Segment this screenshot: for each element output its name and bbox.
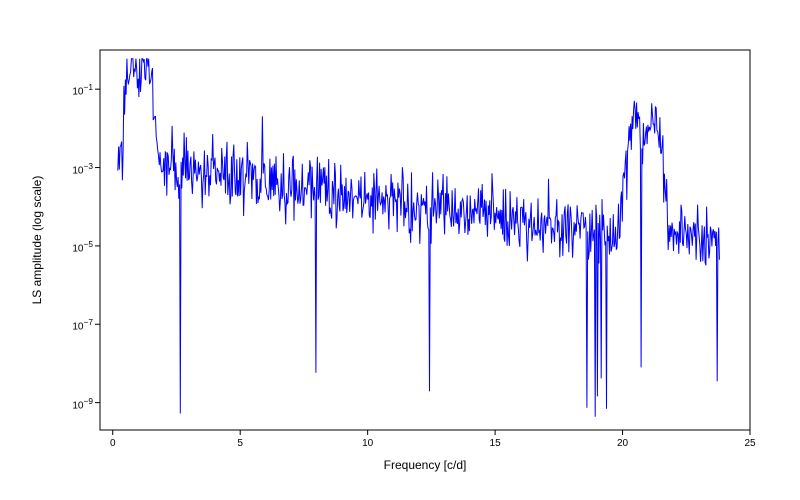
x-tick-label: 5: [225, 438, 255, 449]
x-axis-label: Frequency [c/d]: [365, 458, 485, 472]
y-tick-label: 10−5: [45, 239, 93, 254]
y-tick-label: 10−9: [45, 396, 93, 411]
periodogram-chart: Frequency [c/d] LS amplitude (log scale)…: [0, 0, 800, 500]
x-tick-label: 10: [353, 438, 383, 449]
chart-svg: [0, 0, 800, 500]
x-tick-label: 20: [608, 438, 638, 449]
y-axis-label: LS amplitude (log scale): [30, 150, 44, 330]
y-tick-label: 10−1: [45, 82, 93, 97]
y-tick-label: 10−3: [45, 161, 93, 176]
x-tick-label: 15: [480, 438, 510, 449]
x-tick-label: 0: [98, 438, 128, 449]
y-tick-label: 10−7: [45, 317, 93, 332]
x-tick-label: 25: [735, 438, 765, 449]
spectrum-line: [118, 59, 720, 417]
